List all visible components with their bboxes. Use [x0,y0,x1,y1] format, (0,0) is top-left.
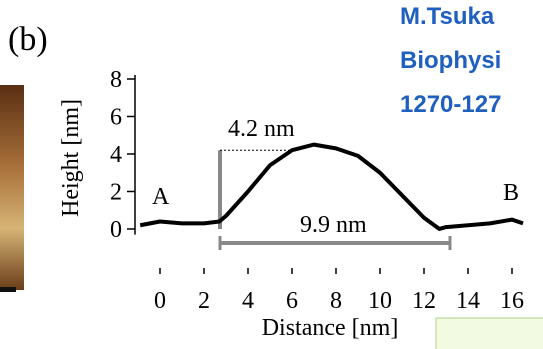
x-tick-label: 10 [368,288,392,314]
y-tick-label: 0 [110,217,122,243]
x-tick-label: 12 [412,288,436,314]
x-tick-label: 6 [286,288,298,314]
annotation: B [503,180,519,206]
profile-line [139,142,524,231]
y-tick-label: 6 [110,104,122,130]
annotation: A [152,184,170,210]
side-text: M.Tsuka [400,3,495,30]
x-tick-label: 0 [154,288,166,314]
scale-bar [0,287,16,292]
x-tick-label: 8 [330,288,342,314]
y-tick-label: 4 [110,142,122,168]
annotation: 9.9 nm [300,212,367,238]
y-tick-label: 8 [110,67,122,93]
x-tick-label: 16 [500,288,524,314]
x-tick-label: 14 [456,288,480,314]
annotation: 4.2 nm [228,116,295,142]
overlay-box [435,317,543,349]
x-axis-label: Distance [nm] [262,315,399,341]
afm-image [0,85,24,290]
side-text: Biophysi [400,47,501,74]
y-tick-label: 2 [110,179,122,205]
x-tick-label: 4 [242,288,254,314]
side-text: 1270-127 [400,91,501,118]
x-tick-label: 2 [198,288,210,314]
panel-label: (b) [8,21,48,58]
y-axis-label: Height [nm] [58,99,84,217]
